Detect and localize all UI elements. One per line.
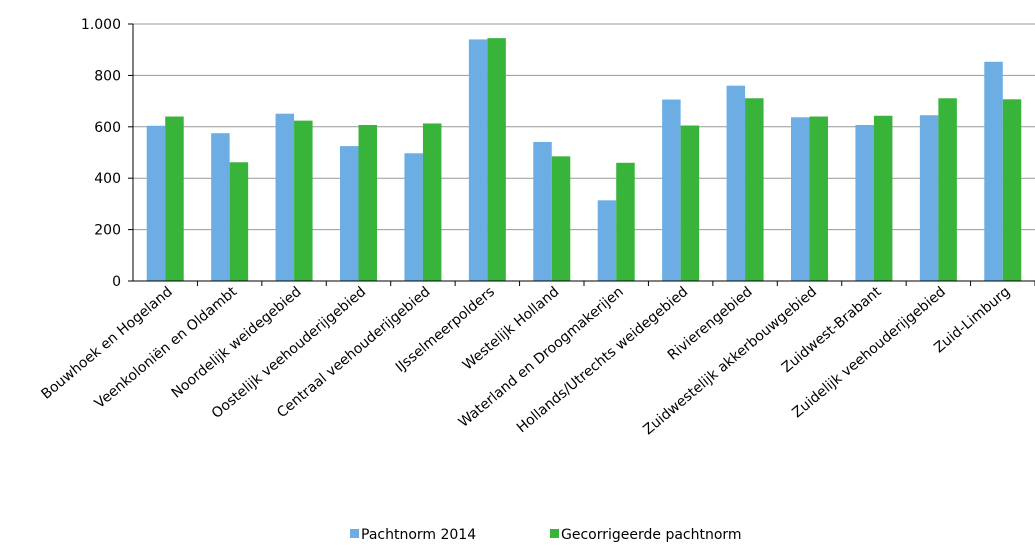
bar: [551, 156, 571, 281]
bar: [680, 125, 700, 281]
bar: [809, 116, 828, 282]
x-tick-label: Bouwhoek en Hogeland: [38, 284, 175, 403]
legend-swatch: [550, 529, 559, 538]
y-tick-label: 200: [94, 223, 121, 239]
y-tick-label: 1.000: [81, 17, 121, 33]
bar: [146, 125, 166, 281]
legend-label: Gecorrigeerde pachtnorm: [561, 527, 742, 543]
bar: [533, 141, 552, 281]
y-tick-label: 0: [112, 274, 121, 290]
bar: [873, 115, 893, 282]
bar: [211, 133, 230, 281]
bar: [468, 39, 488, 281]
bar: [616, 162, 635, 281]
y-tick-label: 400: [94, 171, 121, 187]
bar: [662, 99, 681, 281]
bar: [984, 61, 1003, 282]
legend-label: Pachtnorm 2014: [361, 527, 476, 543]
bar: [487, 38, 506, 282]
y-tick-label: 600: [94, 120, 121, 136]
bar: [229, 162, 249, 281]
bar: [938, 98, 957, 281]
legend-swatch: [350, 529, 359, 538]
bar: [165, 116, 184, 282]
bar: [275, 113, 295, 282]
bar: [294, 120, 313, 281]
x-tick-label: Noordelijk weidegebied: [169, 284, 305, 402]
bar: [404, 153, 423, 281]
bar: [791, 117, 810, 281]
bar: [1002, 99, 1022, 282]
bar: [597, 200, 617, 281]
bar: [340, 146, 359, 281]
bar: [855, 125, 874, 281]
bar: [726, 85, 746, 282]
bar: [422, 123, 442, 281]
bar: [745, 98, 764, 281]
bar: [919, 115, 939, 281]
y-tick-label: 800: [94, 68, 121, 84]
bar: [358, 125, 377, 281]
